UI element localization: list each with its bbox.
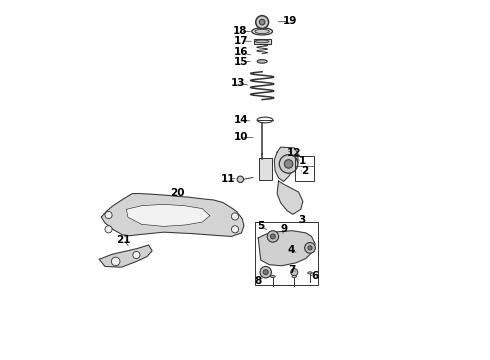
Text: 13: 13 <box>231 78 245 88</box>
Circle shape <box>133 251 140 258</box>
Bar <box>295 156 314 181</box>
Ellipse shape <box>257 60 267 63</box>
Text: 11: 11 <box>221 174 236 184</box>
Text: 19: 19 <box>282 16 297 26</box>
Polygon shape <box>101 194 244 237</box>
Circle shape <box>105 211 112 219</box>
Ellipse shape <box>270 275 275 278</box>
Circle shape <box>263 270 268 275</box>
Circle shape <box>305 243 316 253</box>
Text: 20: 20 <box>170 188 184 198</box>
Polygon shape <box>126 204 210 226</box>
Bar <box>253 39 270 44</box>
Ellipse shape <box>292 275 296 278</box>
Text: 5: 5 <box>257 221 264 231</box>
Text: 21: 21 <box>116 235 131 245</box>
Circle shape <box>260 266 271 278</box>
Ellipse shape <box>308 272 312 274</box>
Text: 8: 8 <box>254 276 261 286</box>
Polygon shape <box>277 181 303 214</box>
Circle shape <box>279 155 298 173</box>
Circle shape <box>308 246 312 250</box>
Circle shape <box>105 226 112 233</box>
Text: 7: 7 <box>289 265 296 275</box>
Text: 15: 15 <box>234 57 249 67</box>
Text: 4: 4 <box>287 246 294 255</box>
Ellipse shape <box>255 29 270 33</box>
Text: 10: 10 <box>233 132 248 142</box>
Bar <box>255 222 318 285</box>
Text: 14: 14 <box>233 115 248 125</box>
Text: 3: 3 <box>298 215 306 225</box>
Polygon shape <box>274 147 298 181</box>
Text: 17: 17 <box>234 36 248 46</box>
Polygon shape <box>258 231 315 266</box>
Text: 6: 6 <box>311 271 318 281</box>
Text: 9: 9 <box>280 224 287 234</box>
Circle shape <box>291 269 298 276</box>
Polygon shape <box>99 245 152 267</box>
Circle shape <box>270 234 275 239</box>
Text: 18: 18 <box>233 26 247 36</box>
Circle shape <box>284 159 293 168</box>
Text: 12: 12 <box>286 148 301 158</box>
Circle shape <box>231 226 239 233</box>
Circle shape <box>267 231 279 242</box>
Ellipse shape <box>255 40 269 43</box>
Circle shape <box>237 176 244 183</box>
Circle shape <box>259 19 265 25</box>
Text: 2: 2 <box>301 166 308 176</box>
Bar <box>259 158 272 180</box>
Circle shape <box>256 16 269 28</box>
Circle shape <box>111 257 120 266</box>
Text: 1: 1 <box>298 156 306 166</box>
Ellipse shape <box>252 28 272 35</box>
Circle shape <box>231 213 239 220</box>
Text: 16: 16 <box>234 48 248 58</box>
